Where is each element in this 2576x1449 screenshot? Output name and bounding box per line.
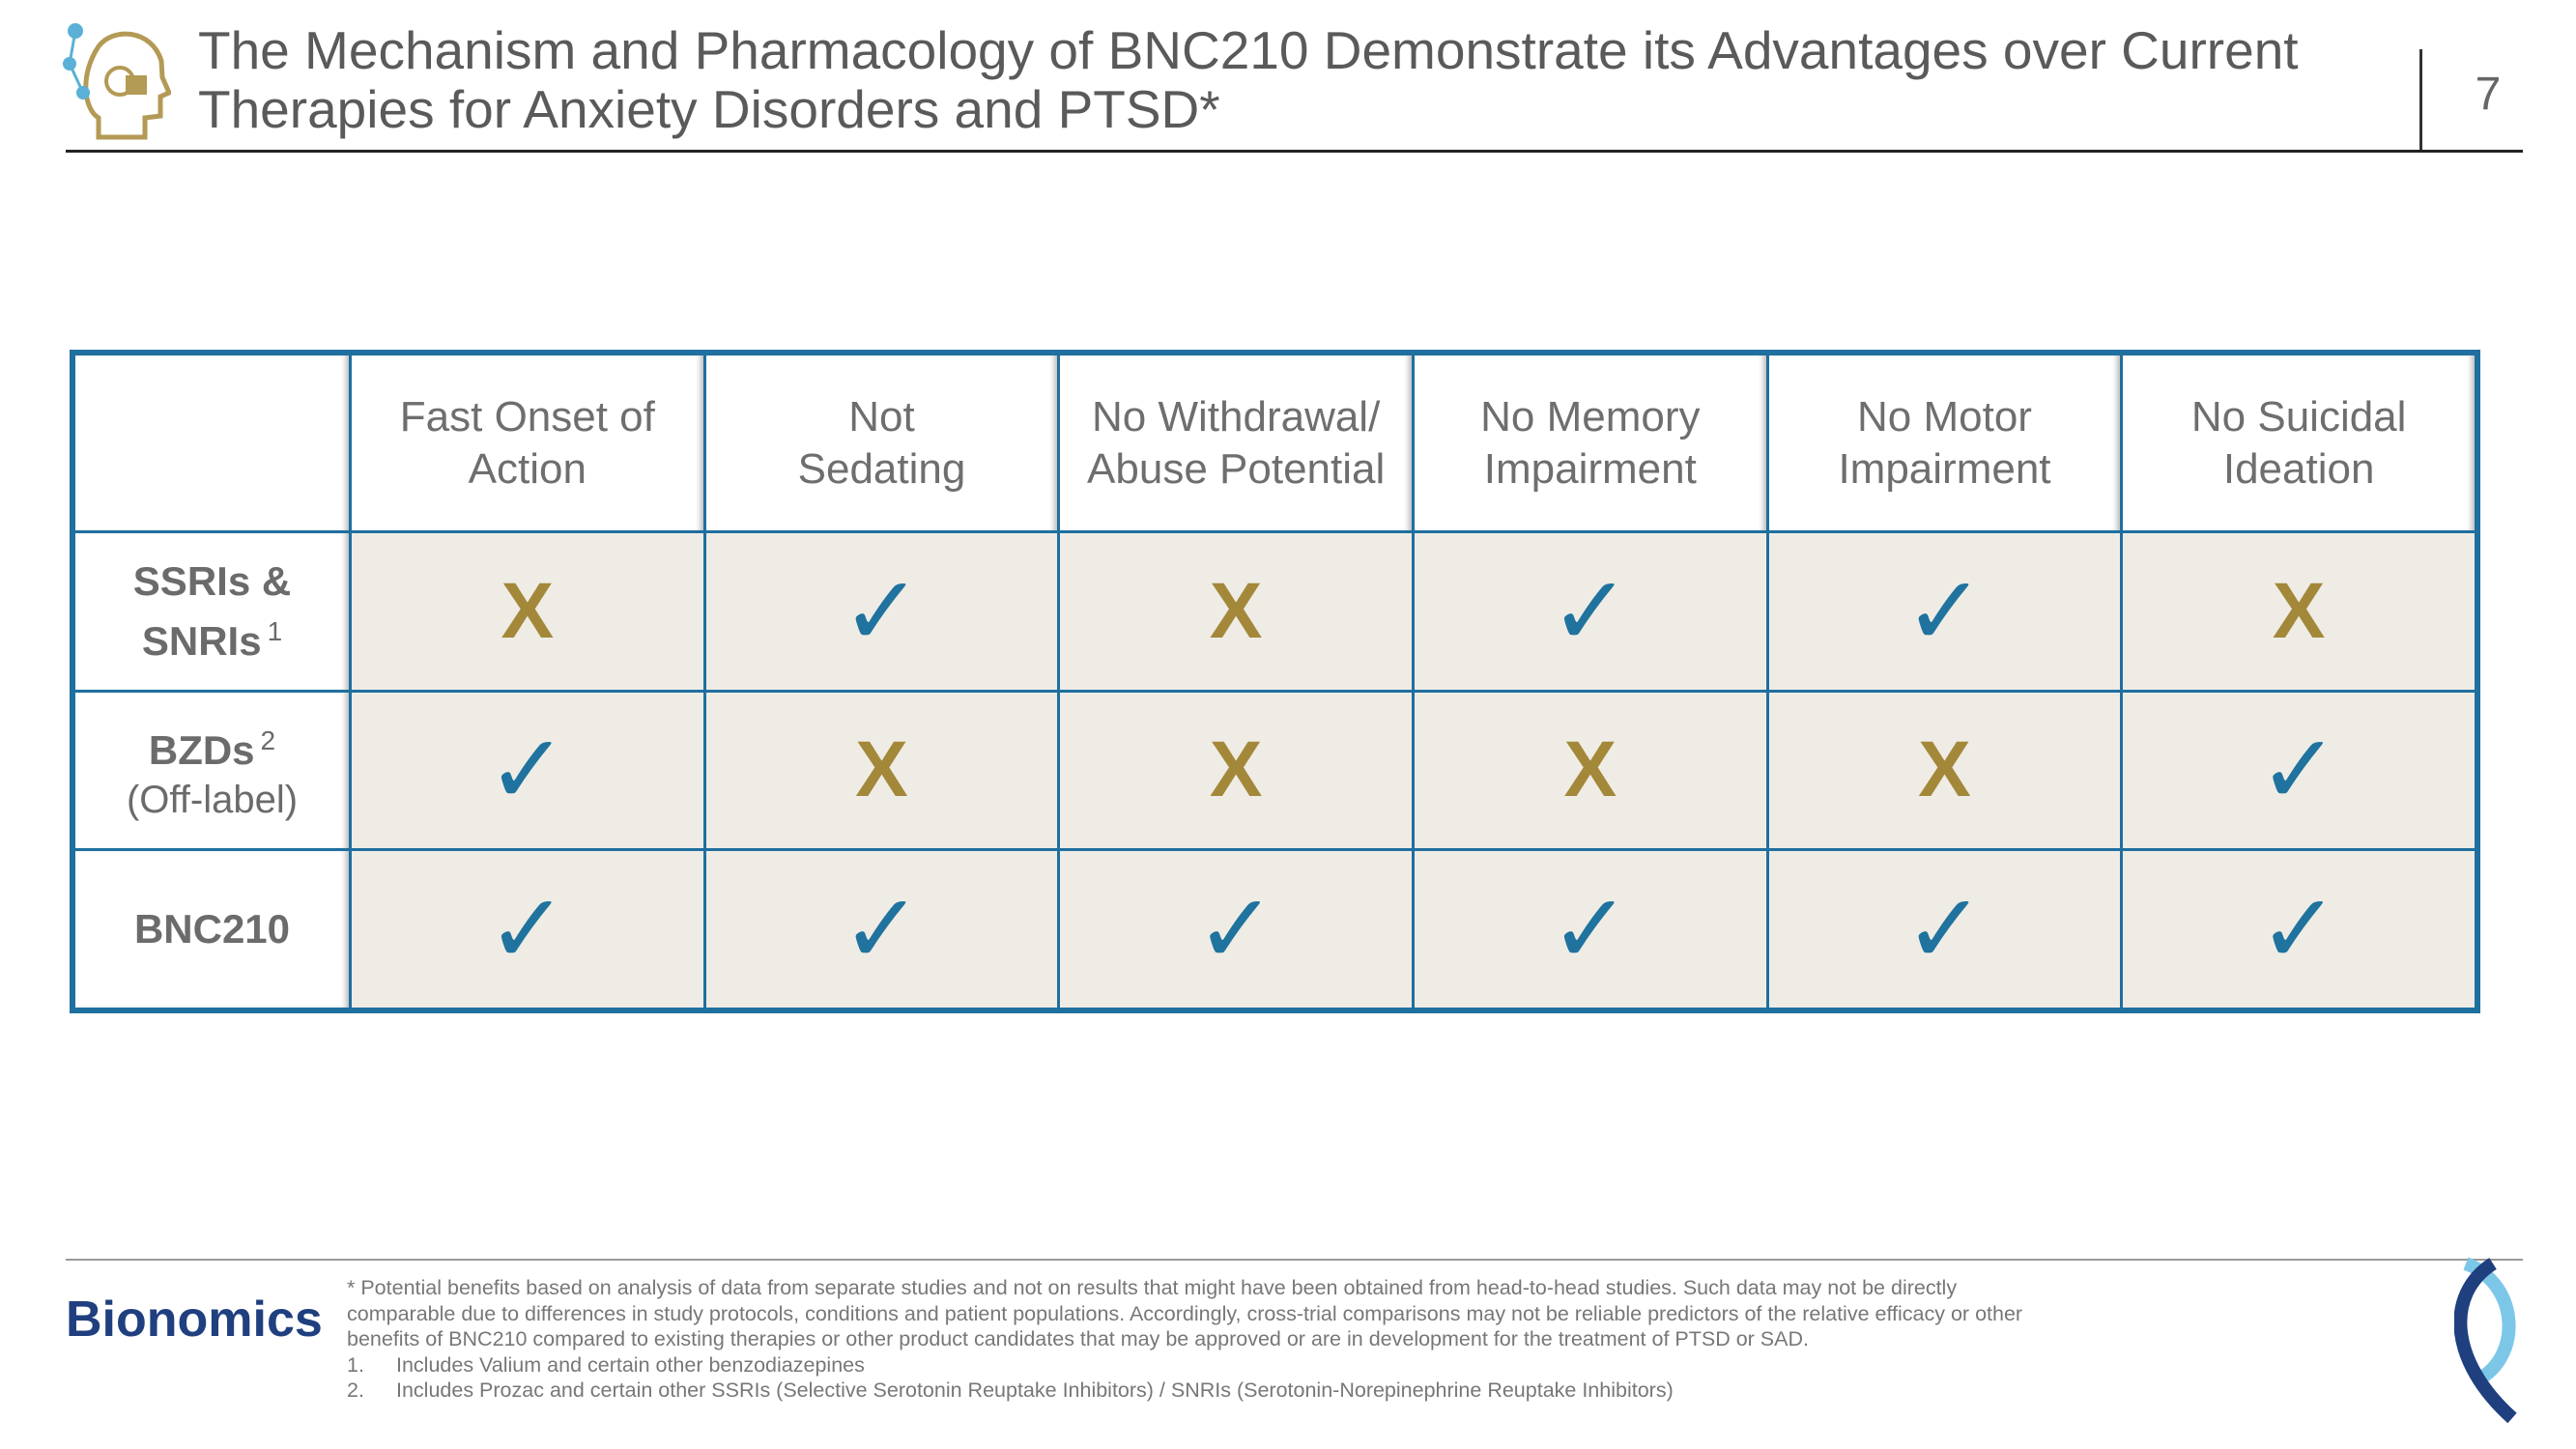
corner-cell xyxy=(75,355,349,530)
table-cell: ✓ xyxy=(1414,851,1766,1008)
header-line: Fast Onset of xyxy=(399,392,655,440)
cell-mark: ✓ xyxy=(2258,716,2340,825)
header-line: No Suicidal xyxy=(2190,392,2407,440)
table-cell: ✓ xyxy=(1768,533,2121,690)
label-line: SSRIs & xyxy=(133,556,291,607)
column-header: No Memory Impairment xyxy=(1414,355,1766,530)
cell-mark: X xyxy=(855,725,908,814)
footnote-item: 2. Includes Prozac and certain other SSRI… xyxy=(347,1378,2067,1404)
label-text: BNC210 xyxy=(133,906,291,952)
table-cell: ✓ xyxy=(1414,533,1766,690)
page-number: 7 xyxy=(2475,69,2502,120)
label-line: SNRIs 1 xyxy=(142,607,282,667)
label-text: SSRIs & xyxy=(132,557,292,604)
label-text: SNRIs xyxy=(141,617,262,664)
cell-mark: X xyxy=(1918,725,1971,814)
cell-mark: ✓ xyxy=(1903,556,1986,666)
table-cell: X xyxy=(705,692,1058,849)
table-cell: X xyxy=(2123,533,2475,690)
table-cell: ✓ xyxy=(705,533,1058,690)
footnote-ref: 1 xyxy=(267,615,283,646)
cell-mark: ✓ xyxy=(1903,875,1986,984)
header-rule xyxy=(66,150,2523,153)
sublabel: (Off-label) xyxy=(126,779,299,822)
cell-mark: X xyxy=(501,566,555,655)
footnote-text: Includes Prozac and certain other SSRIs … xyxy=(396,1378,1674,1402)
cell-mark: X xyxy=(1209,566,1263,655)
head-icon xyxy=(63,23,171,140)
cell-mark: X xyxy=(1563,725,1617,814)
table-cell: ✓ xyxy=(2123,692,2475,849)
table-cell: X xyxy=(1060,533,1412,690)
table-cell: ✓ xyxy=(705,851,1058,1008)
label-line: BZDs 2 xyxy=(149,716,275,776)
cell-mark: ✓ xyxy=(486,875,568,984)
table-cell: ✓ xyxy=(352,692,703,849)
cell-mark: ✓ xyxy=(1549,556,1631,666)
slide-title: The Mechanism and Pharmacology of BNC210… xyxy=(198,20,2299,139)
header-line: Impairment xyxy=(1838,444,2051,493)
footnote-number: 1. xyxy=(347,1352,364,1377)
cell-mark: ✓ xyxy=(1549,875,1631,984)
row-label: SSRIs & SNRIs 1 xyxy=(75,533,349,690)
footnote-item: 1. Includes Valium and certain other benz… xyxy=(347,1352,2067,1378)
table-cell: ✓ xyxy=(352,851,703,1008)
cell-mark: X xyxy=(1209,725,1263,814)
table-cell: ✓ xyxy=(2123,851,2475,1008)
column-header: No Motor Impairment xyxy=(1768,355,2121,530)
header-line: Abuse Potential xyxy=(1087,444,1386,493)
footnote-ref: 2 xyxy=(260,725,276,756)
divider xyxy=(2419,49,2422,150)
table-cell: X xyxy=(1060,692,1412,849)
footer-rule xyxy=(66,1259,2523,1261)
header-line: No Motor xyxy=(1857,392,2032,440)
column-header: No Suicidal Ideation xyxy=(2123,355,2475,530)
row-label: BZDs 2 (Off-label) xyxy=(75,692,349,849)
brand: Bionomics xyxy=(66,1292,323,1348)
header-line: No Withdrawal/ xyxy=(1092,392,1381,440)
cell-mark: ✓ xyxy=(2258,875,2340,984)
label-line: BNC210 xyxy=(134,904,290,954)
footnotes: * Potential benefits based on analysis o… xyxy=(347,1275,2067,1404)
cell-mark: X xyxy=(2272,566,2326,655)
column-header: Fast Onset of Action xyxy=(352,355,703,530)
header-line: Ideation xyxy=(2222,444,2375,493)
table-cell: ✓ xyxy=(1768,851,2121,1008)
table-cell: X xyxy=(352,533,703,690)
cell-mark: ✓ xyxy=(841,556,923,666)
table-cell: ✓ xyxy=(1060,851,1412,1008)
label-text: BZDs xyxy=(148,727,255,774)
cell-mark: ✓ xyxy=(1195,875,1277,984)
footnote: * Potential benefits based on analysis o… xyxy=(347,1276,2023,1350)
footnote-text: Includes Valium and certain other benzod… xyxy=(396,1352,865,1377)
cell-mark: ✓ xyxy=(486,716,568,825)
footnote-number: 2. xyxy=(347,1378,364,1402)
table-cell: X xyxy=(1414,692,1766,849)
column-header: Not Sedating xyxy=(705,355,1058,530)
header-line: Impairment xyxy=(1483,444,1697,493)
header-line: No Memory xyxy=(1480,392,1701,440)
header-line: Not xyxy=(848,392,915,440)
header-line: Sedating xyxy=(797,444,966,493)
cell-mark: ✓ xyxy=(841,875,923,984)
brand-logo xyxy=(2454,1257,2517,1424)
comparison-table: Fast Onset of Action Not Sedating No Withdra… xyxy=(70,350,2480,1013)
header-line: Action xyxy=(468,444,587,493)
column-header: No Withdrawal/Abuse Potential xyxy=(1060,355,1412,530)
row-label: BNC210 xyxy=(75,851,349,1008)
table-cell: X xyxy=(1768,692,2121,849)
